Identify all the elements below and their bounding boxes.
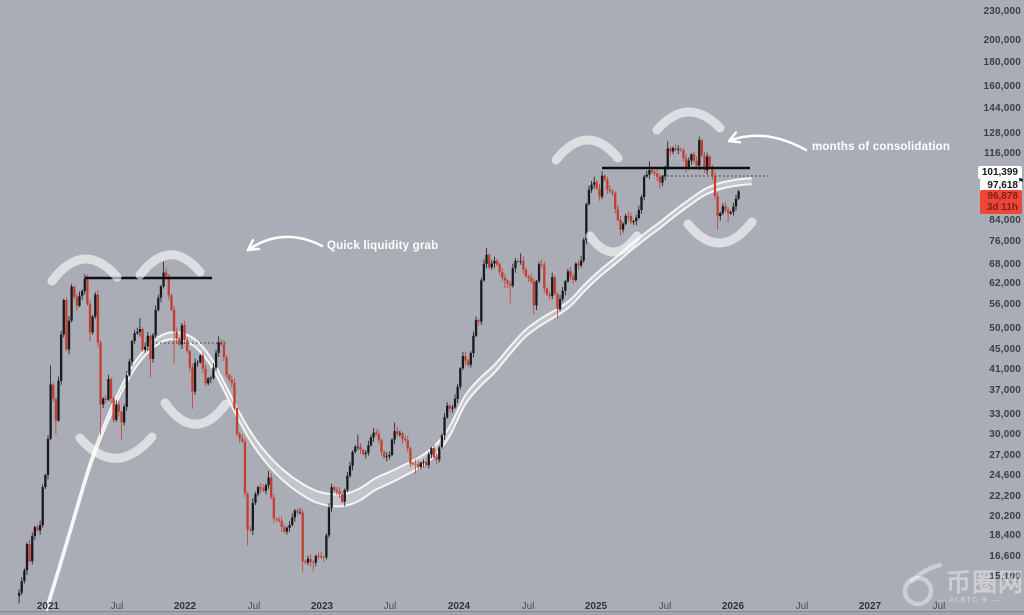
price-tick-label: 76,000 — [989, 236, 1021, 247]
annotation-arrows[interactable] — [246, 131, 808, 252]
price-tick-label: 56,000 — [989, 299, 1021, 310]
alert-flag-icon: ⚑ — [1017, 178, 1024, 185]
time-tick-label: 2027 — [858, 601, 882, 612]
time-tick-label: Jul — [383, 601, 397, 612]
marker-arc — [47, 254, 122, 286]
highlight-arcs[interactable] — [47, 107, 757, 463]
price-tick-label: 128,000 — [983, 128, 1021, 139]
candles — [17, 136, 740, 604]
price-tick-label: 50,000 — [989, 323, 1021, 334]
price-tick-label: 160,000 — [983, 81, 1021, 92]
time-tick-label: Jul — [932, 601, 946, 612]
time-tick-label: 2022 — [173, 601, 197, 612]
price-tick-label: 33,000 — [989, 409, 1021, 420]
price-line-label: 101,399 — [977, 166, 1022, 179]
time-axis-divider — [0, 611, 1024, 612]
last-price-countdown-label: 96,878 3d 11h — [980, 190, 1022, 214]
marker-arc — [585, 231, 642, 257]
price-tick-label: 116,000 — [984, 148, 1021, 159]
time-tick-label: 2023 — [310, 601, 334, 612]
price-tick-label: 200,000 — [983, 35, 1021, 46]
price-tick-label: 62,000 — [989, 278, 1021, 289]
price-tick-label: 20,200 — [989, 511, 1021, 522]
marker-arc — [135, 250, 205, 280]
price-tick-label: 41,000 — [989, 364, 1021, 375]
price-tick-label: 230,000 — [983, 6, 1021, 17]
drawing-tools[interactable] — [85, 166, 768, 344]
annotation-quick-liquidity-grab[interactable]: Quick liquidity grab — [327, 240, 439, 252]
price-tick-label: 22,200 — [989, 491, 1021, 502]
time-tick-label: 2021 — [36, 601, 60, 612]
marker-arc — [75, 432, 157, 463]
arrow-head-icon — [246, 247, 261, 252]
time-tick-label: Jul — [795, 601, 809, 612]
marker-arc — [683, 217, 757, 248]
price-tick-label: 37,000 — [989, 385, 1021, 396]
price-line-label: 97,618 — [980, 179, 1022, 192]
price-tick-label: 27,000 — [989, 450, 1021, 461]
marker-arc — [551, 135, 623, 165]
time-tick-label: Jul — [658, 601, 672, 612]
price-tick-label: 180,000 — [983, 57, 1021, 68]
price-tick-label: 16,600 — [989, 551, 1021, 562]
price-tick-label: 18,400 — [989, 530, 1021, 541]
arrow-head-icon — [727, 139, 742, 144]
time-tick-label: Jul — [110, 601, 124, 612]
price-tick-label: 30,000 — [989, 429, 1021, 440]
time-tick-label: 2025 — [584, 601, 608, 612]
price-tick-label: 24,600 — [989, 470, 1021, 481]
price-tick-label: 15,100 — [989, 571, 1021, 582]
price-tick-label: 68,000 — [989, 259, 1021, 270]
annotation-months-of-consolidation[interactable]: months of consolidation — [812, 141, 951, 153]
time-tick-label: Jul — [521, 601, 535, 612]
marker-arc — [652, 107, 725, 135]
price-tick-label: 45,000 — [989, 344, 1021, 355]
time-tick-label: 2026 — [721, 601, 745, 612]
time-tick-label: Jul — [247, 601, 261, 612]
price-tick-label: 144,000 — [983, 103, 1021, 114]
bottom-strip — [0, 612, 1024, 615]
time-tick-label: 2024 — [447, 601, 471, 612]
price-tick-label: 84,000 — [989, 215, 1021, 226]
marker-arc — [160, 398, 231, 429]
